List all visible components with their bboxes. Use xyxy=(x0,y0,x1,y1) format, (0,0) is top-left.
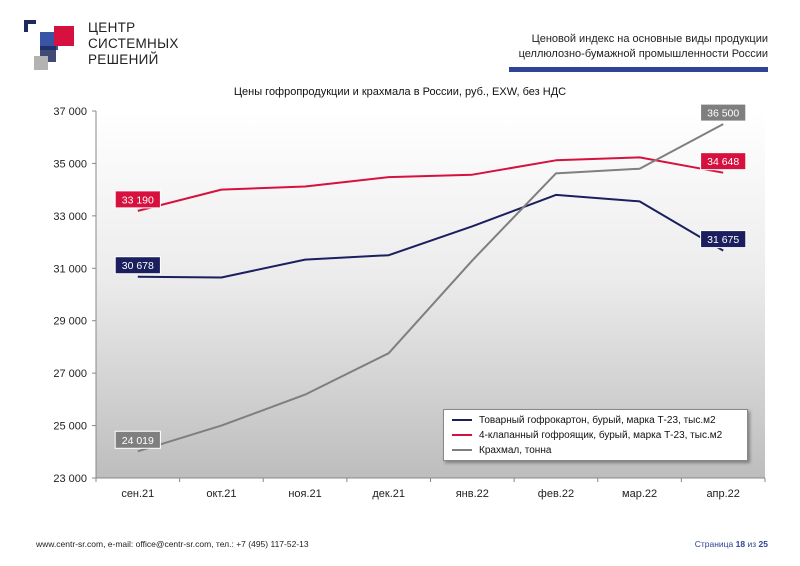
page-label: Страница xyxy=(694,539,734,549)
report-header: Ценовой индекс на основные виды продукци… xyxy=(519,32,768,62)
legend-swatch-box xyxy=(452,434,472,436)
logo: ЦЕНТР СИСТЕМНЫХ РЕШЕНИЙ xyxy=(24,18,178,78)
legend-item-starch: Крахмал, тонна xyxy=(452,443,551,457)
footer-contacts: www.centr-sr.com, e-mail: office@centr-s… xyxy=(36,539,309,549)
y-tick-label: 31 000 xyxy=(53,263,87,275)
series-line-1 xyxy=(137,156,724,212)
legend-swatch-cardboard xyxy=(452,419,472,421)
logo-line-2: СИСТЕМНЫХ xyxy=(88,36,179,51)
data-label-text: 36 500 xyxy=(707,108,739,120)
data-label-box xyxy=(114,190,161,209)
data-label-1-0: 33 190 xyxy=(114,190,161,209)
data-label-text: 31 675 xyxy=(707,234,739,246)
legend-item-box: 4-клапанный гофроящик, бурый, марка Т-23… xyxy=(452,428,722,442)
data-label-box xyxy=(700,152,747,171)
data-label-1-7: 34 648 xyxy=(700,152,747,171)
data-label-0-7: 31 675 xyxy=(700,230,747,249)
page-indicator: Страница 18 из 25 xyxy=(695,539,768,549)
data-label-2-0: 24 019 xyxy=(114,430,161,449)
data-label-box xyxy=(700,103,747,122)
y-tick-label: 27 000 xyxy=(53,368,87,380)
x-tick-label: фев.22 xyxy=(538,488,574,500)
x-tick-label: апр.22 xyxy=(706,488,739,500)
header-line-2: целлюлозно-бумажной промышленности Росси… xyxy=(518,48,768,60)
x-tick-label: янв.22 xyxy=(456,488,489,500)
page-of: из xyxy=(747,539,757,549)
data-label-0-0: 30 678 xyxy=(114,256,161,275)
x-tick-label: ноя.21 xyxy=(288,488,321,500)
page-total: 25 xyxy=(758,539,768,549)
x-tick-label: дек.21 xyxy=(372,488,405,500)
logo-line-1: ЦЕНТР xyxy=(88,20,136,35)
series-line-2 xyxy=(137,123,724,453)
legend-label-box: 4-клапанный гофроящик, бурый, марка Т-23… xyxy=(479,429,723,441)
chart-title: Цены гофропродукции и крахмала в России,… xyxy=(233,86,567,98)
logo-line-3: РЕШЕНИЙ xyxy=(88,52,159,67)
data-label-text: 24 019 xyxy=(122,435,154,447)
y-tick-label: 25 000 xyxy=(53,421,87,433)
legend-label-cardboard: Товарный гофрокартон, бурый, марка Т-23,… xyxy=(479,414,716,426)
data-label-box xyxy=(700,230,747,249)
data-label-text: 34 648 xyxy=(707,156,739,168)
header-rule xyxy=(509,67,768,72)
data-label-text: 33 190 xyxy=(122,194,154,206)
legend-item-cardboard: Товарный гофрокартон, бурый, марка Т-23,… xyxy=(452,413,716,427)
x-tick-label: сен.21 xyxy=(121,488,154,500)
x-tick-label: окт.21 xyxy=(206,488,236,500)
y-tick-label: 23 000 xyxy=(53,473,87,485)
x-tick-label: мар.22 xyxy=(622,488,657,500)
logo-mark-icon xyxy=(24,20,74,70)
y-tick-label: 37 000 xyxy=(53,106,87,118)
data-label-text: 30 678 xyxy=(122,260,154,272)
y-tick-label: 33 000 xyxy=(53,211,87,223)
legend-swatch-starch xyxy=(452,449,472,451)
legend-label-starch: Крахмал, тонна xyxy=(479,444,552,456)
header-line-1: Ценовой индекс на основные виды продукци… xyxy=(531,33,768,45)
data-label-box xyxy=(114,256,161,275)
page-number: 18 xyxy=(735,539,746,549)
logo-text: ЦЕНТР СИСТЕМНЫХ РЕШЕНИЙ xyxy=(88,20,179,68)
series-line-0 xyxy=(137,193,724,279)
chart-legend: Товарный гофрокартон, бурый, марка Т-23,… xyxy=(443,409,748,461)
data-label-box xyxy=(114,430,161,449)
data-label-2-7: 36 500 xyxy=(700,103,747,122)
y-tick-label: 29 000 xyxy=(53,316,87,328)
y-tick-label: 35 000 xyxy=(53,158,87,170)
